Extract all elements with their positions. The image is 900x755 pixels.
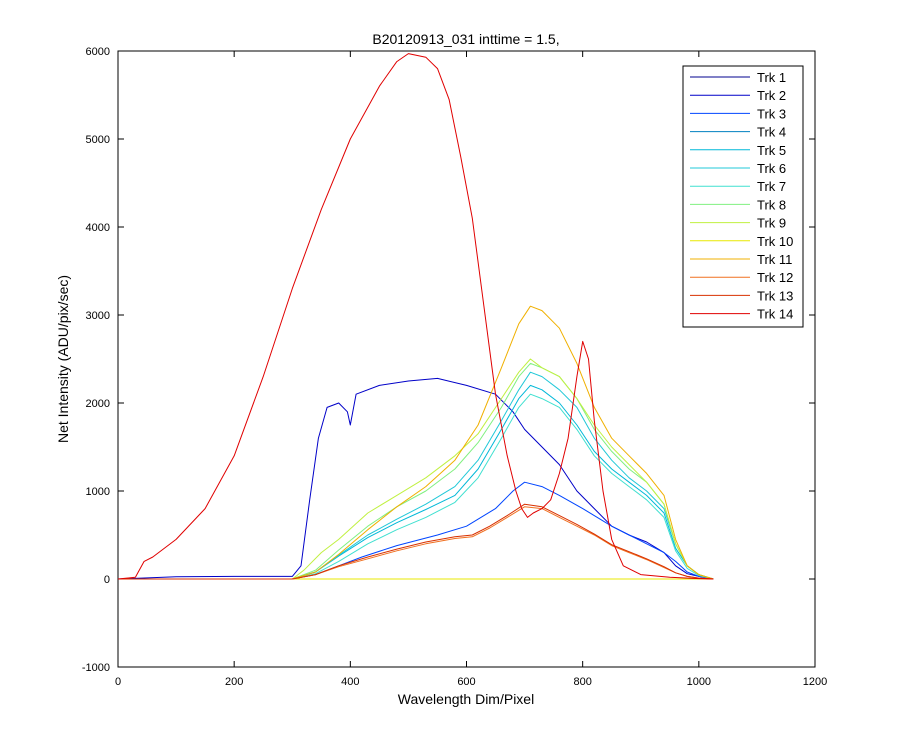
legend-label: Trk 4 bbox=[757, 125, 786, 140]
legend-entry: Trk 9 bbox=[690, 216, 786, 231]
series-layer bbox=[117, 53, 714, 580]
legend-label: Trk 14 bbox=[757, 307, 793, 322]
x-tick-label: 0 bbox=[115, 676, 121, 688]
legend-entry: Trk 14 bbox=[690, 307, 793, 322]
series-line-trk-11 bbox=[118, 305, 714, 580]
series-line-trk-6 bbox=[118, 371, 714, 580]
legend-box bbox=[682, 65, 804, 328]
x-tick-label: 600 bbox=[457, 676, 475, 688]
series-line-trk-9 bbox=[118, 358, 714, 580]
legend-entry: Trk 7 bbox=[690, 179, 786, 194]
legend-entry: Trk 10 bbox=[690, 234, 793, 249]
legend-label: Trk 8 bbox=[757, 197, 786, 212]
y-tick-label: -1000 bbox=[82, 662, 110, 674]
legend-label: Trk 5 bbox=[757, 143, 786, 158]
legend-entry: Trk 11 bbox=[690, 252, 792, 267]
legend-entry: Trk 12 bbox=[690, 270, 793, 285]
legend-label: Trk 11 bbox=[757, 252, 792, 267]
legend-entries: Trk 1 Trk 2 Trk 3 Trk 4 Trk 5 Trk 6 Trk 7 Trk 8… bbox=[690, 70, 793, 322]
legend-entry: Trk 8 bbox=[690, 197, 786, 212]
legend-label: Trk 12 bbox=[757, 270, 793, 285]
legend-entry: Trk 1 bbox=[690, 70, 786, 85]
y-tick-label: 0 bbox=[104, 574, 110, 586]
legend-label: Trk 1 bbox=[757, 70, 786, 85]
y-tick-label: 3000 bbox=[86, 310, 110, 322]
x-tick-label: 1200 bbox=[803, 676, 827, 688]
legend-label: Trk 9 bbox=[757, 216, 786, 231]
y-tick-label: 6000 bbox=[86, 46, 110, 58]
legend-label: Trk 10 bbox=[757, 234, 793, 249]
series-line-trk-2 bbox=[117, 377, 714, 580]
ticks-layer: 0 200 400 600 800 1000 1200 -1000 0 1000 2000 3000 4… bbox=[82, 46, 827, 688]
legend-entry: Trk 4 bbox=[690, 125, 786, 140]
legend-label: Trk 13 bbox=[757, 288, 793, 303]
y-tick-label: 2000 bbox=[86, 398, 110, 410]
legend: Trk 1 Trk 2 Trk 3 Trk 4 Trk 5 Trk 6 Trk 7 Trk 8… bbox=[682, 65, 804, 328]
series-line-trk-13 bbox=[118, 503, 714, 580]
legend-label: Trk 3 bbox=[757, 106, 786, 121]
series-line-trk-14 bbox=[117, 53, 714, 580]
chart-title: B20120913_031 inttime = 1.5, bbox=[372, 31, 559, 47]
y-tick-label: 1000 bbox=[86, 486, 110, 498]
legend-entry: Trk 6 bbox=[690, 161, 786, 176]
legend-label: Trk 6 bbox=[757, 161, 786, 176]
x-tick-label: 200 bbox=[225, 676, 243, 688]
x-tick-label: 400 bbox=[341, 676, 359, 688]
legend-label: Trk 7 bbox=[757, 179, 786, 194]
x-axis-label: Wavelength Dim/Pixel bbox=[398, 691, 534, 707]
legend-entry: Trk 3 bbox=[690, 106, 786, 121]
y-axis-label: Net Intensity (ADU/pix/sec) bbox=[55, 275, 71, 443]
legend-entry: Trk 5 bbox=[690, 143, 786, 158]
series-line-trk-12 bbox=[118, 506, 714, 580]
legend-label: Trk 2 bbox=[757, 88, 786, 103]
series-line-trk-3 bbox=[118, 481, 714, 580]
x-tick-label: 800 bbox=[573, 676, 591, 688]
series-line-trk-7 bbox=[118, 393, 714, 580]
y-tick-label: 4000 bbox=[86, 222, 110, 234]
legend-entry: Trk 2 bbox=[690, 88, 786, 103]
legend-entry: Trk 13 bbox=[690, 288, 793, 303]
x-tick-label: 1000 bbox=[687, 676, 711, 688]
series-line-trk-5 bbox=[118, 384, 714, 580]
y-tick-label: 5000 bbox=[86, 134, 110, 146]
